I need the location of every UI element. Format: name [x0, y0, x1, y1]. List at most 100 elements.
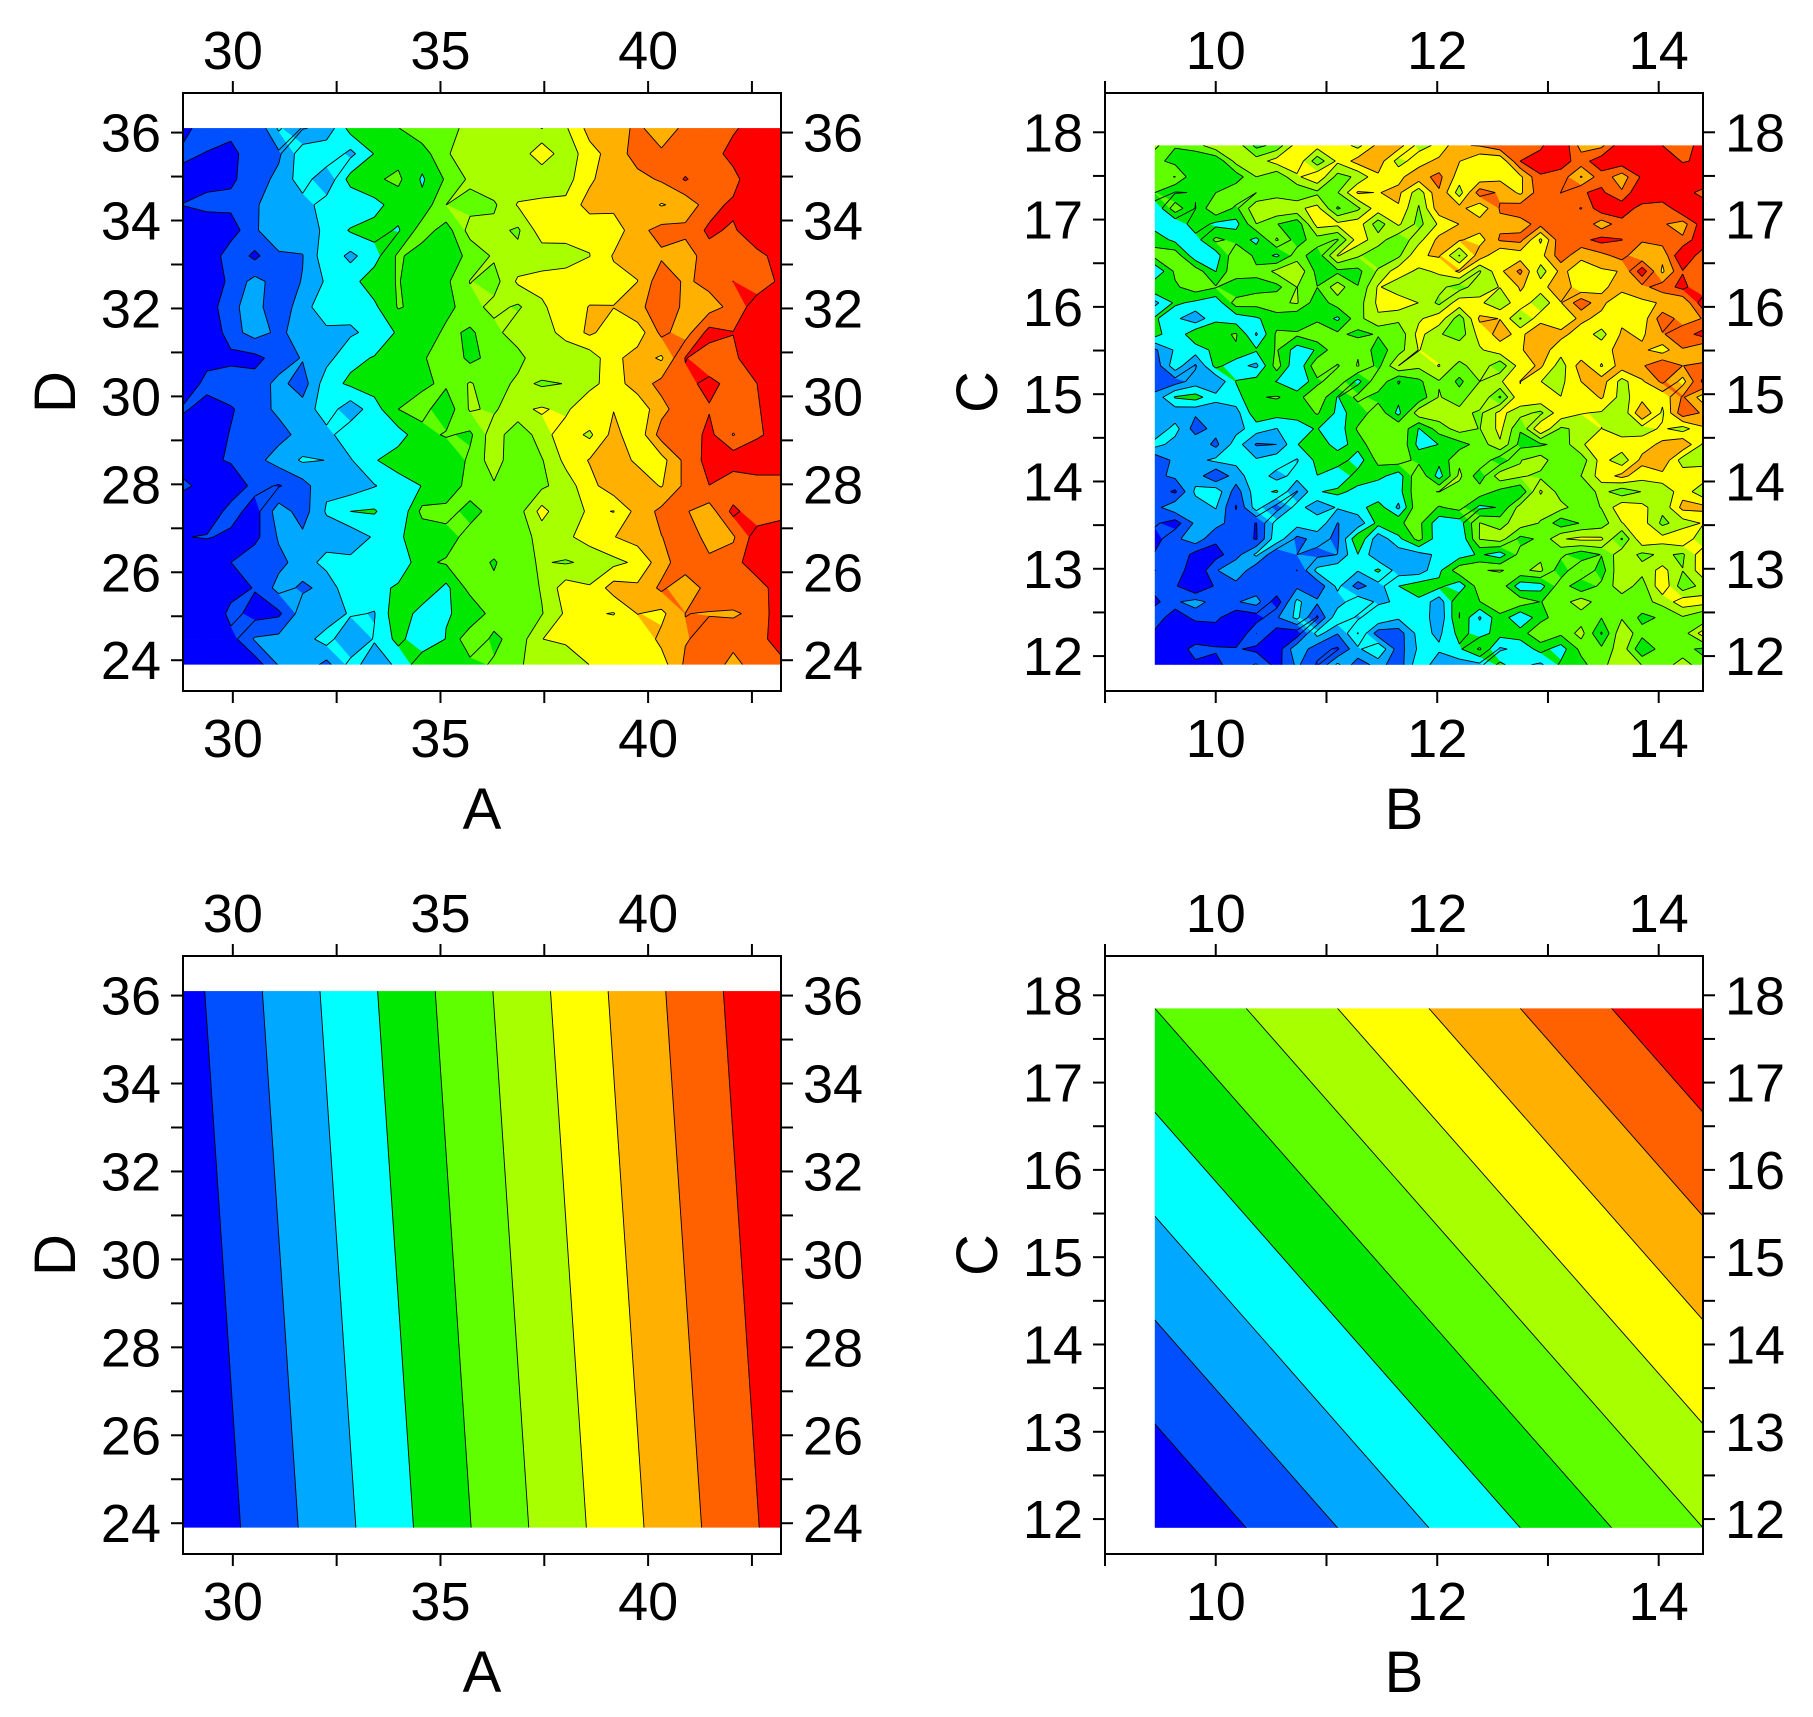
- y-axis-label: C: [945, 371, 1010, 413]
- x-tick-label-top: 35: [410, 884, 470, 944]
- y-tick-label-left: 12: [1023, 627, 1083, 687]
- x-tick-label-top: 14: [1629, 21, 1689, 81]
- y-tick-label-left: 13: [1023, 540, 1083, 600]
- contour-lines: [1154, 1008, 1704, 1528]
- x-tick-label-bottom: 14: [1629, 709, 1689, 769]
- y-tick-label-left: 14: [1023, 452, 1083, 512]
- contour-fill: [1154, 1008, 1704, 1528]
- y-tick-label-left: 16: [1023, 278, 1083, 338]
- plot-frame: [182, 92, 782, 692]
- y-tick-label-left: 13: [1023, 1403, 1083, 1463]
- x-tick-label-top: 40: [618, 21, 678, 81]
- contour-lines: [1154, 145, 1704, 665]
- y-tick-label-left: 28: [101, 1318, 161, 1378]
- x-tick-label-bottom: 35: [410, 1572, 470, 1632]
- y-tick-label-left: 18: [1023, 103, 1083, 163]
- x-axis-label: A: [463, 1640, 502, 1705]
- y-tick-label-left: 30: [101, 367, 161, 427]
- x-axis-label: B: [1385, 777, 1424, 842]
- y-axis-label: D: [23, 1234, 88, 1276]
- x-tick-label-bottom: 30: [203, 709, 263, 769]
- y-tick-label-right: 24: [803, 631, 863, 691]
- y-tick-label-left: 14: [1023, 1315, 1083, 1375]
- contour-lines: [183, 128, 781, 665]
- y-tick-label-right: 12: [1725, 1490, 1785, 1550]
- y-tick-label-right: 36: [803, 104, 863, 164]
- y-tick-label-right: 34: [803, 192, 863, 252]
- x-tick-label-bottom: 40: [618, 1572, 678, 1632]
- y-tick-label-right: 26: [803, 543, 863, 603]
- x-axis-label: A: [463, 777, 502, 842]
- y-tick-label-left: 18: [1023, 966, 1083, 1026]
- y-tick-label-left: 26: [101, 543, 161, 603]
- y-tick-label-left: 34: [101, 1055, 161, 1115]
- y-tick-label-right: 16: [1725, 1141, 1785, 1201]
- y-tick-label-right: 18: [1725, 103, 1785, 163]
- contour-panel-4: 10 10 12 12 14 14 12 12 13 13 14 14 15 15 16 16 17 17 18 18…: [945, 884, 1785, 1705]
- x-tick-label-top: 30: [203, 21, 263, 81]
- y-tick-label-right: 17: [1725, 191, 1785, 251]
- y-tick-label-right: 13: [1725, 540, 1785, 600]
- contour-panel-3: 30 30 35 35 40 40 24 24 26 26 28 28 30 30 32 32 34 34 36 36…: [23, 884, 863, 1705]
- y-axis-label: C: [945, 1234, 1010, 1276]
- y-tick-label-right: 18: [1725, 966, 1785, 1026]
- y-tick-label-right: 15: [1725, 1228, 1785, 1288]
- y-tick-label-left: 28: [101, 455, 161, 515]
- y-tick-label-right: 30: [803, 1230, 863, 1290]
- y-tick-label-left: 30: [101, 1230, 161, 1290]
- x-tick-label-bottom: 12: [1407, 1572, 1467, 1632]
- y-tick-label-right: 32: [803, 279, 863, 339]
- x-tick-label-bottom: 35: [410, 709, 470, 769]
- y-tick-label-left: 24: [101, 631, 161, 691]
- x-tick-label-top: 14: [1629, 884, 1689, 944]
- y-tick-label-right: 13: [1725, 1403, 1785, 1463]
- y-tick-label-left: 32: [101, 279, 161, 339]
- y-tick-label-right: 14: [1725, 452, 1785, 512]
- contour-panel-2: 10 10 12 12 14 14 12 12 13 13 14 14 15 15 16 16 17 17 18 18…: [945, 21, 1785, 842]
- y-tick-label-right: 32: [803, 1142, 863, 1202]
- x-axis-label: B: [1385, 1640, 1424, 1705]
- x-tick-label-bottom: 40: [618, 709, 678, 769]
- y-tick-label-right: 14: [1725, 1315, 1785, 1375]
- x-tick-label-top: 10: [1186, 884, 1246, 944]
- x-tick-label-bottom: 10: [1186, 709, 1246, 769]
- y-tick-label-right: 12: [1725, 627, 1785, 687]
- x-tick-label-top: 12: [1407, 21, 1467, 81]
- contour-fill: [183, 128, 781, 665]
- y-tick-label-left: 24: [101, 1494, 161, 1554]
- y-axis-label: D: [23, 371, 88, 413]
- x-tick-label-top: 12: [1407, 884, 1467, 944]
- y-tick-label-right: 36: [803, 967, 863, 1027]
- x-tick-label-bottom: 30: [203, 1572, 263, 1632]
- y-tick-label-right: 28: [803, 455, 863, 515]
- y-tick-label-left: 36: [101, 967, 161, 1027]
- y-tick-label-left: 32: [101, 1142, 161, 1202]
- y-tick-label-left: 15: [1023, 365, 1083, 425]
- x-tick-label-bottom: 14: [1629, 1572, 1689, 1632]
- contour-lines: [204, 991, 760, 1528]
- x-tick-label-bottom: 10: [1186, 1572, 1246, 1632]
- y-tick-label-right: 24: [803, 1494, 863, 1554]
- y-tick-label-right: 30: [803, 367, 863, 427]
- y-tick-label-right: 15: [1725, 365, 1785, 425]
- y-tick-label-right: 34: [803, 1055, 863, 1115]
- y-tick-label-left: 34: [101, 192, 161, 252]
- y-tick-label-right: 16: [1725, 278, 1785, 338]
- x-tick-label-top: 40: [618, 884, 678, 944]
- contour-fill: [1154, 145, 1704, 665]
- x-tick-label-bottom: 12: [1407, 709, 1467, 769]
- y-tick-label-right: 17: [1725, 1054, 1785, 1114]
- y-tick-label-right: 28: [803, 1318, 863, 1378]
- plot-frame: [182, 955, 782, 1555]
- y-tick-label-left: 15: [1023, 1228, 1083, 1288]
- y-tick-label-right: 26: [803, 1406, 863, 1466]
- y-tick-label-left: 26: [101, 1406, 161, 1466]
- x-tick-label-top: 10: [1186, 21, 1246, 81]
- contour-fill: [183, 991, 781, 1528]
- plot-frame: [1104, 955, 1704, 1555]
- y-tick-label-left: 12: [1023, 1490, 1083, 1550]
- contour-panel-1: 30 30 35 35 40 40 24 24 26 26 28 28 30 30 32 32 34 34 36 36…: [23, 21, 863, 842]
- x-tick-label-top: 30: [203, 884, 263, 944]
- y-tick-label-left: 17: [1023, 1054, 1083, 1114]
